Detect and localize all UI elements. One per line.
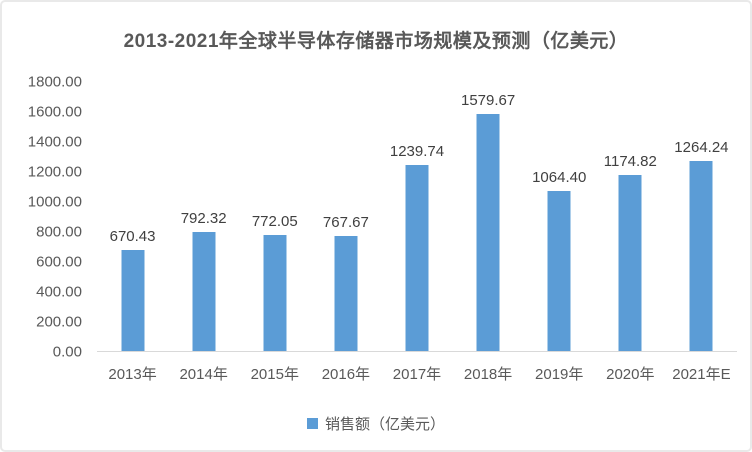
x-axis-label-2015年: 2015年	[250, 366, 299, 383]
bar-2019年	[547, 191, 571, 351]
bar-column-2019年: 1064.40	[524, 82, 595, 351]
bar-value-label-2020年: 1174.82	[603, 152, 657, 170]
bar-column-2017年: 1239.74	[381, 82, 452, 351]
bar-2017年	[405, 165, 429, 351]
bar-value-label-2021年E: 1264.24	[674, 139, 729, 157]
y-axis: 1800.00 1600.00 1400.00 1200.00 1000.00 800.0…	[2, 74, 90, 361]
bar-value-label-2015年: 772.05	[251, 213, 298, 231]
bar-2021年E	[689, 161, 713, 351]
y-axis-tick-label: 0.00	[52, 343, 82, 361]
bar-column-2016年: 767.67	[310, 82, 381, 351]
y-axis-tick-label: 400.00	[36, 283, 82, 301]
bar-2015年	[263, 235, 287, 351]
x-axis-label-2019年: 2019年	[535, 366, 584, 383]
bar-value-label-2017年: 1239.74	[389, 143, 445, 161]
plot-area: 670.43 792.32 772.05 767.67 1239.74 1579.67 10…	[97, 82, 737, 352]
x-axis-label-2014年: 2014年	[179, 366, 228, 383]
x-axis-label-2013年: 2013年	[108, 366, 157, 383]
bar-value-label-2019年: 1064.40	[532, 169, 587, 187]
y-axis-tick-label: 600.00	[36, 253, 82, 271]
y-axis-tick-label: 800.00	[36, 223, 82, 241]
y-axis-tick-label: 1000.00	[27, 193, 82, 211]
bar-value-label-2014年: 792.32	[180, 210, 227, 228]
bar-value-label-2018年: 1579.67	[460, 92, 516, 110]
x-axis-label-2016年: 2016年	[321, 366, 371, 383]
bar-2014年	[192, 232, 216, 351]
bar-column-2020年: 1174.82	[595, 82, 666, 351]
bar-2020年	[618, 174, 642, 351]
bar-column-2021年E: 1264.24	[666, 82, 737, 351]
y-axis-tick-label: 1800.00	[27, 73, 82, 91]
bar-2016年	[334, 235, 358, 351]
bar-2013年	[121, 250, 145, 351]
y-axis-tick-label: 1200.00	[27, 163, 82, 181]
bar-value-label-2013年: 670.43	[109, 228, 156, 246]
chart-title: 2013-2021年全球半导体存储器市场规模及预测（亿美元）	[123, 31, 629, 52]
legend: 销售额（亿美元）	[2, 413, 750, 434]
y-axis-tick-label: 200.00	[36, 313, 82, 331]
y-axis-tick-label: 1600.00	[27, 103, 82, 121]
x-axis-label-2020年: 2020年	[606, 366, 655, 383]
x-axis-label-2017年: 2017年	[392, 366, 442, 383]
x-axis-label-2021年E: 2021年E	[672, 366, 731, 383]
legend-label: 销售额（亿美元）	[324, 416, 445, 433]
legend-swatch-icon	[306, 418, 318, 429]
bar-column-2015年: 772.05	[239, 82, 310, 351]
bar-column-2013年: 670.43	[97, 82, 168, 351]
bar-column-2018年: 1579.67	[453, 82, 524, 351]
x-axis-label-2018年: 2018年	[463, 366, 513, 383]
x-axis: 2013年 2014年 2015年 2016年 2017年 2018年 2019年 2020年…	[97, 363, 737, 384]
y-axis-tick-label: 1400.00	[27, 133, 82, 151]
bar-value-label-2016年: 767.67	[322, 213, 369, 231]
bar-2018年	[476, 114, 500, 351]
bar-column-2014年: 792.32	[168, 82, 239, 351]
